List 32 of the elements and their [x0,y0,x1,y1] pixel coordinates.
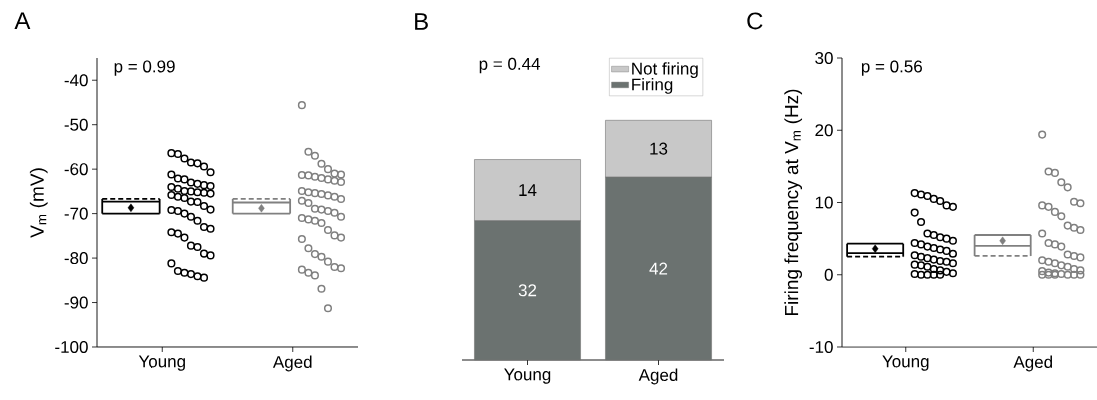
y-tick-label: 10 [815,196,833,209]
data-label: 14 [519,184,537,196]
x-tick-label: Aged [272,355,312,372]
annotation: p = 0.56 [861,60,922,76]
y-axis-title: V$_{m}$ (mV) [29,168,48,238]
annotation: p = 0.99 [114,60,175,76]
data-label: 32 [518,284,537,297]
x-tick-label: Aged [638,368,678,385]
y-tick-label: 20 [815,124,833,137]
y-tick-label: -60 [64,163,88,176]
chart-title: C [747,12,763,30]
text: p = 0.44 [479,57,541,74]
y-tick-label: 0 [824,268,833,281]
chart-title: A [14,12,31,29]
y-tick-label: -80 [64,252,88,265]
x-tick-label: Aged [1013,355,1053,372]
y-tick-label: -40 [64,74,88,87]
x-tick-label: Young [882,355,929,371]
y-tick-label: -10 [809,340,833,354]
legend-label: Not firing [632,62,698,79]
y-tick-label: -100 [55,340,88,354]
y-tick-label: -90 [64,296,88,309]
x-tick-label: Young [504,368,551,384]
data-label: 42 [649,262,668,275]
y-axis-title: Firing frequency at V$_{m}$ (Hz) [784,89,803,315]
chart-title: B [415,13,428,30]
y-tick-label: 30 [815,51,833,65]
legend-label: Firing [632,78,673,94]
y-tick-label: -50 [64,118,88,131]
x-tick-label: Young [138,355,185,371]
y-tick-label: -70 [64,207,88,220]
data-label: 13 [650,142,668,155]
